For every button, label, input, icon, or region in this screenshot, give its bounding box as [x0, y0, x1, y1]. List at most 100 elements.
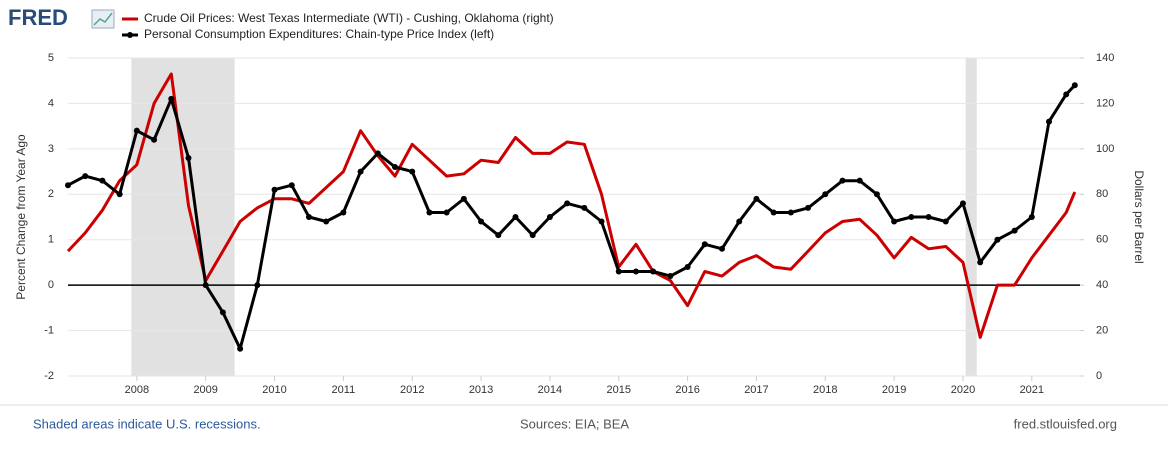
series-marker — [753, 195, 760, 202]
series-marker — [495, 232, 502, 239]
series-marker — [1011, 227, 1018, 234]
y2-tick-label: 40 — [1096, 279, 1108, 291]
x-tick-label: 2019 — [882, 384, 906, 396]
x-tick-label: 2020 — [951, 384, 975, 396]
series-marker — [598, 218, 605, 225]
y-tick-label: 2 — [48, 188, 54, 200]
series-marker — [891, 218, 898, 225]
logo-icon — [91, 9, 115, 29]
y2-tick-label: 60 — [1096, 234, 1108, 246]
logo-icon-line — [93, 12, 113, 26]
y2-axis-title: Dollars per Barrel — [1132, 170, 1146, 263]
series-marker — [632, 268, 639, 275]
series-marker — [1028, 214, 1035, 220]
series-marker — [305, 214, 312, 220]
y2-tick-label: 100 — [1096, 143, 1114, 155]
x-tick-label: 2011 — [332, 384, 356, 396]
x-tick-label: 2021 — [1020, 384, 1044, 396]
series-marker — [478, 218, 485, 225]
sources: Sources: EIA; BEA — [520, 416, 629, 431]
series-marker — [529, 232, 536, 239]
series-marker — [168, 95, 175, 102]
series-marker — [133, 127, 140, 134]
recession-note: Shaded areas indicate U.S. recessions. — [33, 416, 261, 431]
series-marker — [202, 282, 209, 289]
series-marker — [99, 177, 106, 184]
y-tick-label: -2 — [44, 370, 54, 382]
y-tick-label: -1 — [44, 324, 54, 336]
series-marker — [254, 282, 261, 289]
x-tick-label: 2017 — [744, 384, 768, 396]
legend-label[interactable]: Crude Oil Prices: West Texas Intermediat… — [144, 11, 554, 25]
series-marker — [185, 154, 192, 161]
series-marker — [65, 182, 71, 189]
x-tick-label: 2015 — [607, 384, 631, 396]
y-tick-label: 3 — [48, 143, 54, 155]
x-tick-label: 2014 — [538, 384, 562, 396]
series-line — [66, 72, 1077, 339]
series-marker — [856, 177, 863, 184]
series-marker — [1071, 82, 1078, 89]
series-marker — [977, 259, 984, 266]
series-marker — [116, 191, 123, 198]
y-tick-label: 1 — [48, 234, 54, 246]
y-tick-label: 5 — [48, 52, 54, 64]
series-marker — [1063, 91, 1070, 98]
y2-tick-label: 20 — [1096, 324, 1108, 336]
series-marker — [839, 177, 846, 184]
series-marker — [650, 268, 657, 275]
series-marker — [805, 204, 812, 211]
x-tick-label: 2009 — [193, 384, 217, 396]
series-marker — [340, 209, 347, 216]
legend-label[interactable]: Personal Consumption Expenditures: Chain… — [144, 27, 494, 41]
y-tick-label: 0 — [48, 279, 54, 291]
y2-tick-label: 0 — [1096, 370, 1102, 382]
y2-tick-label: 140 — [1096, 52, 1114, 64]
series-marker — [684, 263, 691, 270]
series-marker — [460, 195, 467, 202]
series-marker — [323, 218, 330, 225]
series-marker — [719, 245, 726, 252]
series-marker — [736, 218, 743, 225]
y2-tick-label: 120 — [1096, 97, 1114, 109]
series-marker — [770, 209, 777, 216]
series-marker — [959, 200, 966, 207]
recession-band — [965, 58, 977, 376]
series-marker — [512, 214, 519, 220]
series-marker — [581, 204, 588, 211]
y-axis-title: Percent Change from Year Ago — [14, 134, 28, 300]
series-marker — [82, 173, 89, 180]
series-marker — [151, 136, 158, 143]
series-marker — [374, 150, 381, 157]
series-marker — [787, 209, 794, 216]
series-marker — [219, 309, 226, 316]
x-tick-label: 2016 — [675, 384, 699, 396]
series-marker — [667, 273, 674, 280]
series-marker — [392, 164, 399, 171]
x-tick-label: 2013 — [469, 384, 493, 396]
site-link[interactable]: fred.stlouisfed.org — [1014, 416, 1117, 431]
x-tick-label: 2010 — [262, 384, 286, 396]
series-marker — [873, 191, 880, 198]
series-marker — [564, 200, 571, 207]
series-marker — [994, 236, 1001, 243]
brand-logo[interactable]: FRED — [8, 5, 68, 30]
x-tick-label: 2012 — [400, 384, 424, 396]
series-marker — [942, 218, 949, 225]
y2-tick-label: 80 — [1096, 188, 1108, 200]
series-marker — [357, 168, 364, 175]
y-tick-label: 4 — [48, 97, 54, 109]
series-marker — [546, 214, 553, 220]
series-marker — [822, 191, 829, 198]
series-marker — [288, 182, 295, 189]
series-marker — [701, 241, 708, 248]
series-marker — [443, 209, 450, 216]
series-marker — [237, 345, 244, 352]
series-marker — [925, 214, 932, 220]
x-tick-label: 2008 — [125, 384, 149, 396]
x-tick-label: 2018 — [813, 384, 837, 396]
series-marker — [615, 268, 622, 275]
legend-marker — [127, 32, 133, 38]
series-marker — [271, 186, 278, 193]
